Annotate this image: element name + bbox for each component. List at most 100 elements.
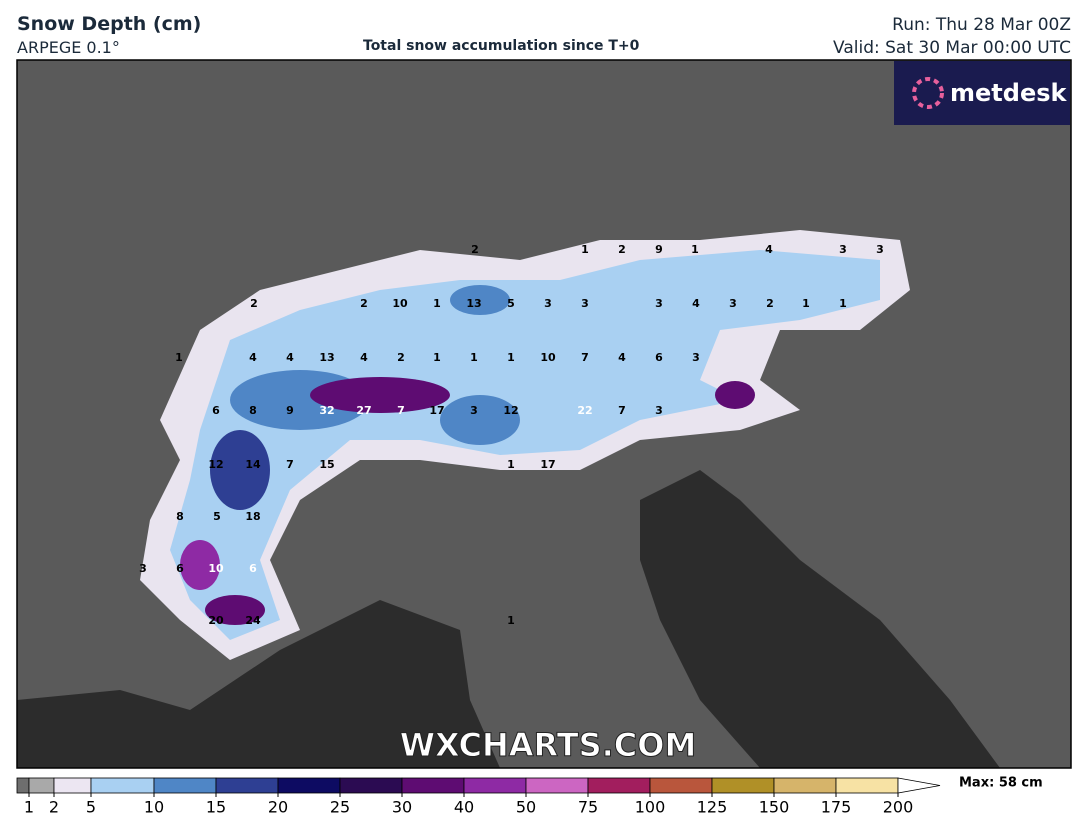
map-label: 18 — [245, 510, 260, 523]
legend-label: 10 — [144, 798, 164, 817]
map-label: 14 — [245, 458, 261, 471]
logo-text: metdesk — [950, 79, 1068, 107]
legend-label: 1 — [24, 798, 34, 817]
map-label: 10 — [392, 297, 408, 310]
map-label: 1 — [507, 614, 515, 627]
snow-blue — [170, 250, 880, 640]
map-label: 3 — [655, 404, 663, 417]
legend-swatch — [339, 777, 403, 794]
map-label: 1 — [470, 351, 478, 364]
map-label: 13 — [466, 297, 481, 310]
map-label: 4 — [360, 351, 368, 364]
map-label: 4 — [286, 351, 294, 364]
map-label: 1 — [507, 458, 515, 471]
map-label: 3 — [876, 243, 884, 256]
map-label: 1 — [175, 351, 183, 364]
map-label: 8 — [249, 404, 257, 417]
map-label: 4 — [249, 351, 257, 364]
map-label: 1 — [581, 243, 589, 256]
map-label: 2 — [766, 297, 774, 310]
map-label: 3 — [839, 243, 847, 256]
map-label: 7 — [618, 404, 626, 417]
legend-label: 15 — [206, 798, 226, 817]
legend-swatch — [401, 777, 465, 794]
map-label: 1 — [839, 297, 847, 310]
map-label: 3 — [655, 297, 663, 310]
legend-swatch — [90, 777, 155, 794]
adriatic — [640, 470, 1000, 768]
valid: Valid: Sat 30 Mar 00:00 UTC — [833, 38, 1071, 58]
map-label: 5 — [507, 297, 515, 310]
subtitle: Total snow accumulation since T+0 — [363, 38, 640, 54]
map-label: 1 — [433, 297, 441, 310]
legend-label: 75 — [578, 798, 598, 817]
map-label: 2 — [250, 297, 258, 310]
legend-label: 20 — [268, 798, 288, 817]
map-label: 7 — [286, 458, 294, 471]
map-label: 32 — [319, 404, 334, 417]
map-label: 1 — [433, 351, 441, 364]
map-label: 6 — [249, 562, 257, 575]
map-label: 20 — [208, 614, 224, 627]
legend-swatch — [587, 777, 651, 794]
legend-label: 40 — [454, 798, 474, 817]
legend-label: 200 — [883, 798, 914, 817]
snow-deeper — [310, 377, 450, 413]
map-label: 5 — [213, 510, 221, 523]
legend-label: 2 — [49, 798, 59, 817]
map-label: 7 — [581, 351, 589, 364]
map-label: 1 — [802, 297, 810, 310]
map-label: 4 — [618, 351, 626, 364]
legend-swatch — [773, 777, 837, 794]
legend-swatch — [153, 777, 217, 794]
map-label: 17 — [429, 404, 444, 417]
legend-label: 100 — [635, 798, 666, 817]
legend-swatch — [649, 777, 713, 794]
map-frame — [16, 59, 1072, 769]
map-label: 12 — [503, 404, 518, 417]
legend-swatch — [28, 777, 55, 794]
map-label: 1 — [507, 351, 515, 364]
legend-label: 175 — [821, 798, 852, 817]
map-label: 2 — [471, 243, 479, 256]
legend-swatch — [53, 777, 92, 794]
map-label: 15 — [319, 458, 334, 471]
map-label: 6 — [212, 404, 220, 417]
map-label: 22 — [577, 404, 592, 417]
model: ARPEGE 0.1° — [17, 38, 120, 57]
map-label: 3 — [544, 297, 552, 310]
map-label: 6 — [655, 351, 663, 364]
snow-mid — [450, 285, 510, 315]
map-label: 2 — [360, 297, 368, 310]
map-label: 4 — [692, 297, 700, 310]
logo-box — [894, 61, 1070, 125]
map-label: 6 — [176, 562, 184, 575]
map-label: 1 — [691, 243, 699, 256]
map-label: 13 — [319, 351, 334, 364]
snow-mid — [440, 395, 520, 445]
map-label: 9 — [655, 243, 663, 256]
map-label: 2 — [618, 243, 626, 256]
legend-swatch — [711, 777, 775, 794]
map-label: 8 — [176, 510, 184, 523]
map-label: 4 — [765, 243, 773, 256]
map-label: 24 — [245, 614, 261, 627]
legend-label: 150 — [759, 798, 790, 817]
map-label: 3 — [692, 351, 700, 364]
logo-icon — [912, 77, 944, 109]
map-label: 27 — [356, 404, 371, 417]
legend-label: 5 — [86, 798, 96, 817]
legend-arrow — [897, 777, 941, 794]
watermark: WXCHARTS.COM — [400, 726, 697, 764]
legend-swatch — [835, 777, 899, 794]
legend-swatch — [215, 777, 279, 794]
map-label: 3 — [581, 297, 589, 310]
legend-label: 125 — [697, 798, 728, 817]
map-label: 17 — [540, 458, 555, 471]
legend-label: 30 — [392, 798, 412, 817]
snow-deeper — [205, 595, 265, 625]
map-label: 10 — [540, 351, 556, 364]
run: Run: Thu 28 Mar 00Z — [892, 15, 1071, 35]
snow-deeper — [715, 381, 755, 409]
